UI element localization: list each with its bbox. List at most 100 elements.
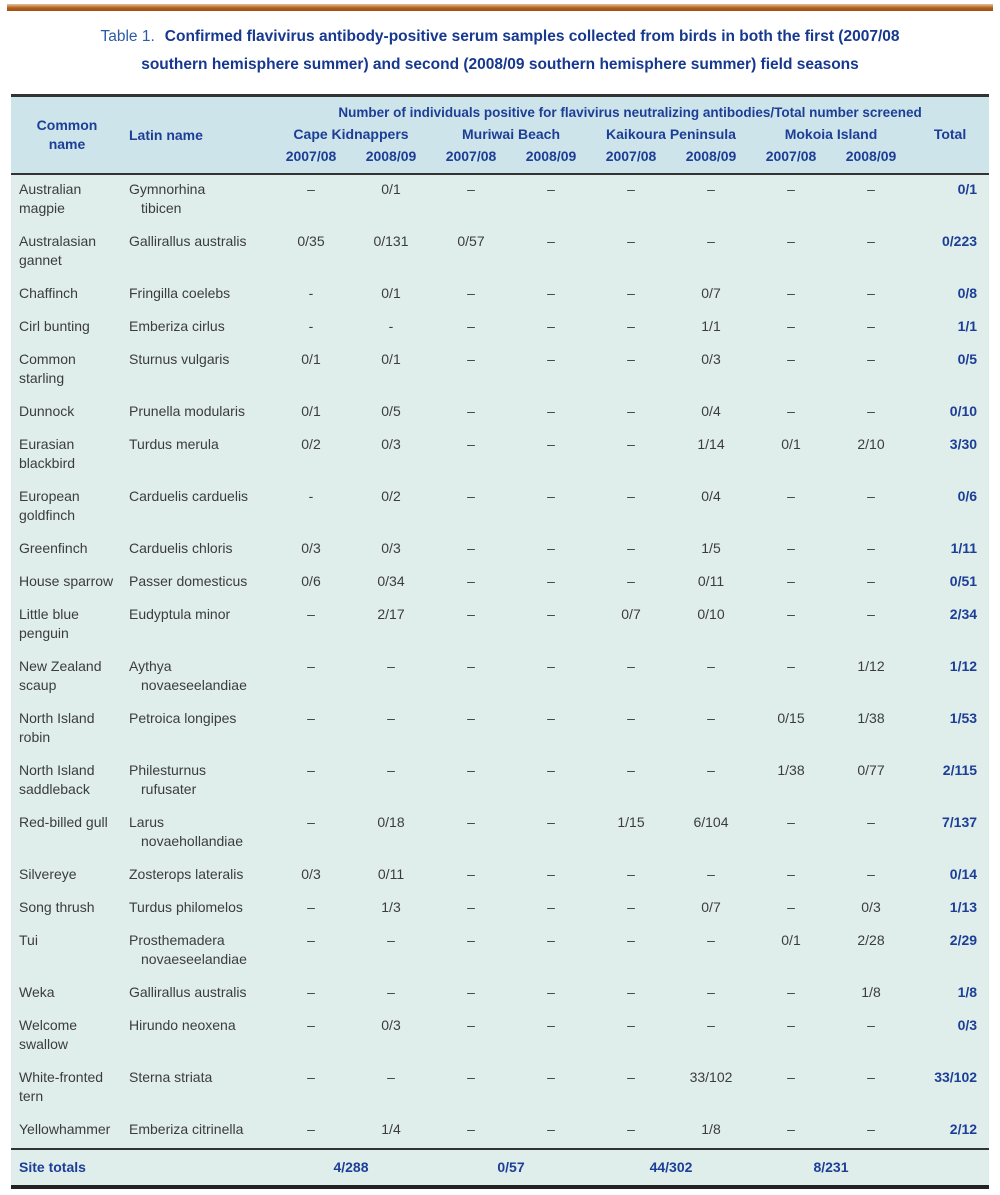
cell-latin-name: Larus novaehollandiae xyxy=(129,814,243,849)
site-total-cape-kidnappers: 4/288 xyxy=(333,1159,369,1175)
cell-value: – xyxy=(627,1121,635,1137)
cell-value: – xyxy=(787,285,795,301)
cell-value: – xyxy=(307,710,315,726)
cell-value: – xyxy=(547,285,555,301)
cell-value: – xyxy=(627,710,635,726)
cell-value: 6/104 xyxy=(693,814,729,830)
cell-value: 1/14 xyxy=(697,436,725,452)
cell-value: 0/1 xyxy=(381,285,401,301)
cell-value: – xyxy=(867,233,875,249)
cell-common-name: House sparrow xyxy=(19,573,114,589)
cell-value: 0/131 xyxy=(373,233,409,249)
cell-value: 0/18 xyxy=(377,814,405,830)
cell-latin-name: Prunella modularis xyxy=(129,403,245,419)
cell-row-total: 0/51 xyxy=(949,573,978,589)
cell-value: 0/3 xyxy=(301,540,321,556)
cell-value: 0/1 xyxy=(381,351,401,367)
cell-value: – xyxy=(867,351,875,367)
cell-value: – xyxy=(467,436,475,452)
cell-value: – xyxy=(787,540,795,556)
site-total-mokoia-island: 8/231 xyxy=(813,1159,849,1175)
cell-value: – xyxy=(627,488,635,504)
cell-value: 0/1 xyxy=(301,351,321,367)
cell-row-total: 2/12 xyxy=(949,1121,978,1137)
cell-value: – xyxy=(627,1017,635,1033)
cell-value: – xyxy=(547,233,555,249)
cell-value: - xyxy=(308,488,314,504)
title-rule xyxy=(7,4,993,11)
cell-value: – xyxy=(547,710,555,726)
cell-value: 33/102 xyxy=(689,1069,733,1085)
cell-value: 0/3 xyxy=(301,866,321,882)
header-season: 2008/09 xyxy=(671,145,751,174)
cell-value: – xyxy=(787,351,795,367)
cell-value: – xyxy=(867,181,875,197)
cell-value: 0/35 xyxy=(297,233,325,249)
cell-value: – xyxy=(547,540,555,556)
cell-row-total: 1/11 xyxy=(950,540,978,556)
site-totals-label: Site totals xyxy=(19,1159,86,1175)
cell-value: – xyxy=(627,762,635,778)
cell-value: – xyxy=(787,318,795,334)
table-row: Cirl bunting Emberiza cirlus - - – – – 1/1 – – 1/1 xyxy=(11,312,989,345)
cell-value: – xyxy=(547,606,555,622)
table-row: Little blue penguin Eudyptula minor – 2/17 –… xyxy=(11,600,989,652)
cell-value: – xyxy=(867,573,875,589)
cell-common-name: Little blue penguin xyxy=(19,606,79,641)
cell-common-name: Welcome swallow xyxy=(19,1017,78,1052)
cell-common-name: Australasian gannet xyxy=(19,233,97,268)
cell-value: – xyxy=(787,814,795,830)
cell-value: 0/4 xyxy=(701,403,721,419)
cell-value: 0/3 xyxy=(381,1017,401,1033)
cell-value: – xyxy=(627,436,635,452)
cell-value: – xyxy=(467,984,475,1000)
cell-value: 0/3 xyxy=(381,436,401,452)
cell-value: – xyxy=(707,932,715,948)
cell-value: 0/5 xyxy=(381,403,401,419)
cell-value: – xyxy=(627,658,635,674)
cell-value: – xyxy=(547,1017,555,1033)
cell-value: – xyxy=(787,181,795,197)
cell-latin-name: Zosterops lateralis xyxy=(129,866,244,882)
cell-value: – xyxy=(547,403,555,419)
cell-value: – xyxy=(867,318,875,334)
cell-common-name: Song thrush xyxy=(19,899,95,915)
cell-row-total: 1/53 xyxy=(949,710,978,726)
cell-value: 1/4 xyxy=(381,1121,401,1137)
table-footer: Site totals 4/288 0/57 44/302 8/231 xyxy=(11,1149,990,1187)
cell-common-name: Eurasian blackbird xyxy=(19,436,76,471)
table-row: Eurasian blackbird Turdus merula 0/2 0/3 – – –… xyxy=(11,430,989,482)
cell-value: 1/8 xyxy=(701,1121,721,1137)
cell-common-name: Red-billed gull xyxy=(19,814,108,830)
cell-row-total: 0/223 xyxy=(942,233,978,249)
table-row: Chaffinch Fringilla coelebs - 0/1 – – – 0/7 – – 0/… xyxy=(11,279,989,312)
cell-latin-name: Emberiza cirlus xyxy=(129,318,225,334)
cell-value: – xyxy=(627,181,635,197)
cell-value: – xyxy=(307,899,315,915)
cell-value: – xyxy=(467,1121,475,1137)
cell-value: – xyxy=(467,606,475,622)
cell-latin-name: Carduelis chloris xyxy=(129,540,233,556)
cell-value: – xyxy=(307,658,315,674)
cell-value: – xyxy=(387,932,395,948)
cell-value: – xyxy=(707,762,715,778)
cell-value: – xyxy=(547,899,555,915)
table-row: Greenfinch Carduelis chloris 0/3 0/3 – – – 1/5 –… xyxy=(11,534,989,567)
table-row: Weka Gallirallus australis – – – – – – – 1/8 1/8 xyxy=(11,978,989,1011)
cell-value: – xyxy=(627,403,635,419)
cell-value: – xyxy=(467,710,475,726)
header-site-mokoia-island: Mokoia Island xyxy=(751,123,911,145)
header-total: Total xyxy=(911,123,990,174)
cell-value: – xyxy=(547,1069,555,1085)
cell-value: – xyxy=(867,606,875,622)
cell-row-total: 0/8 xyxy=(957,285,978,301)
table-row: European goldfinch Carduelis carduelis - 0/… xyxy=(11,482,989,534)
cell-row-total: 0/1 xyxy=(957,181,978,197)
cell-row-total: 0/3 xyxy=(957,1017,978,1033)
cell-value: 0/2 xyxy=(301,436,321,452)
cell-common-name: Common starling xyxy=(19,351,76,386)
table-number-label: Table 1. xyxy=(100,28,155,45)
cell-value: 0/11 xyxy=(377,866,405,882)
cell-value: – xyxy=(547,181,555,197)
cell-row-total: 7/137 xyxy=(942,814,978,830)
